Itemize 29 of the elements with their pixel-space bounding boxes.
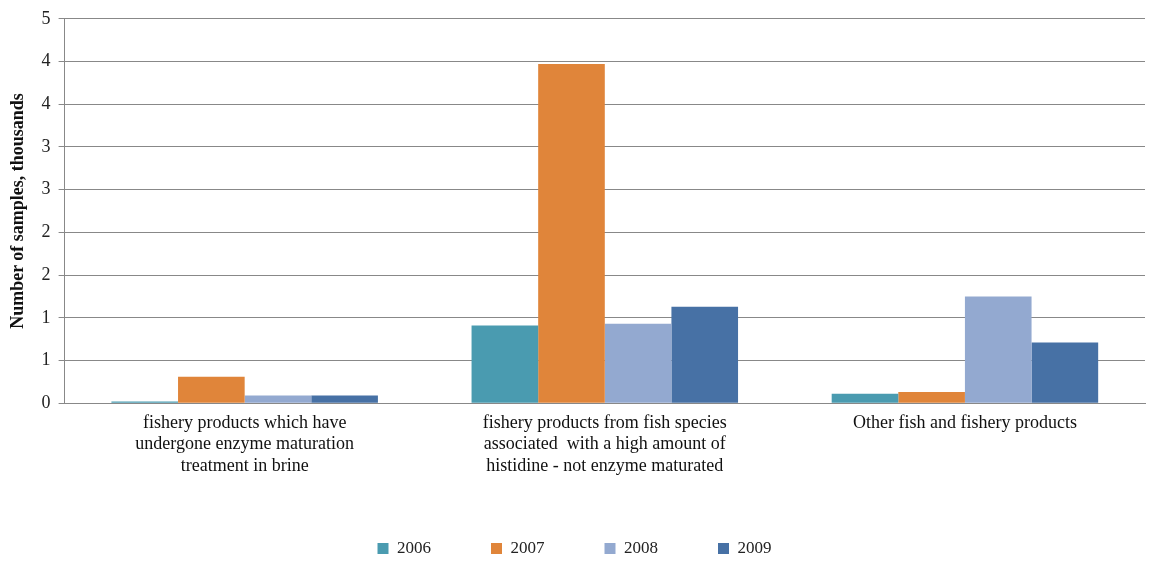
y-tick-label: 3 [41,178,51,199]
bar [964,296,1032,403]
x-tick-label: Other fish and fishery products [852,411,1077,432]
y-tick-label: 1 [41,306,51,327]
bar [898,392,965,403]
bar [671,306,739,403]
bar [538,64,605,403]
bar [244,395,312,403]
bar [831,393,899,403]
y-tick-label: 5 [41,7,51,28]
bar [471,325,539,403]
y-tick-label: 2 [41,263,51,284]
y-tick-label: 1 [41,349,51,370]
bar [311,395,378,403]
y-tick-label: 4 [41,50,51,71]
legend-label: 2007 [510,537,545,557]
x-tick-label: fishery products from fish species associated with a high amount of histidine - not enzyme maturated [482,411,727,475]
y-tick-label: 0 [41,391,51,412]
x-tick-label: fishery products which have undergone enzyme maturation treatment in brine [135,411,354,475]
y-tick-label: 2 [41,221,51,242]
legend-label: 2006 [397,537,431,557]
y-tick-label: 4 [41,92,51,113]
y-tick-label: 3 [41,135,51,156]
bar [178,376,245,403]
legend-label: 2009 [737,537,772,557]
bar [1031,342,1099,403]
bar [604,323,672,403]
legend-label: 2008 [624,537,658,557]
y-axis-title: Number of samples, thousands [7,93,28,329]
